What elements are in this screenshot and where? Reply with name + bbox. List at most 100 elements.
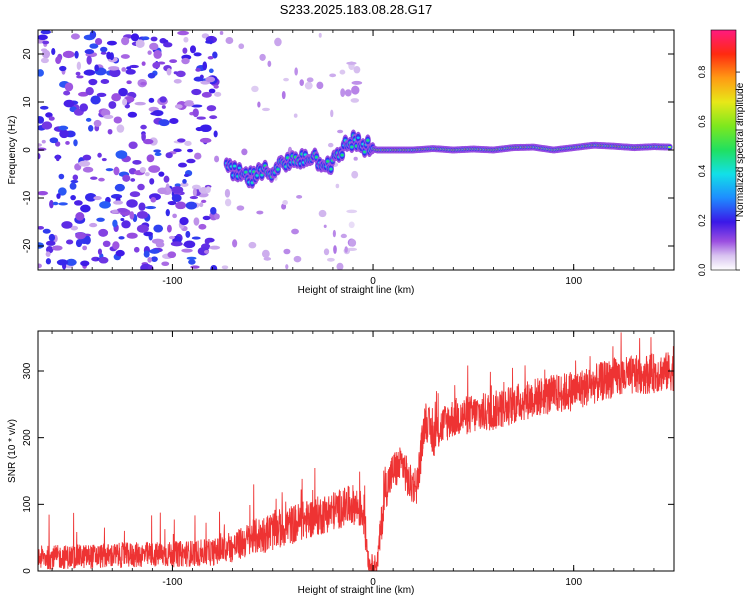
- noise-cell: [340, 88, 346, 98]
- noise-cell: [132, 159, 142, 165]
- noise-cell: [169, 59, 178, 64]
- noise-cell: [100, 51, 107, 55]
- noise-cell: [41, 121, 53, 130]
- noise-cell: [82, 154, 92, 161]
- noise-cell: [40, 30, 51, 35]
- noise-cell: [148, 165, 161, 173]
- noise-cell: [141, 132, 146, 142]
- noise-cell: [147, 256, 152, 263]
- noise-cell: [232, 239, 238, 248]
- noise-cell: [106, 51, 112, 60]
- ridge-core: [366, 139, 370, 142]
- noise-cell: [89, 222, 98, 228]
- noise-cell: [213, 130, 218, 138]
- noise-cell: [167, 200, 177, 206]
- noise-cell: [282, 200, 288, 206]
- noise-cell: [146, 154, 155, 163]
- colorbar: 0.0 0.2 0.4 0.6 0.8 Normalized spectral ampl…: [697, 29, 746, 276]
- ridge-core: [285, 156, 290, 159]
- noise-cell: [97, 152, 102, 158]
- noise-cell: [86, 55, 92, 65]
- noise-cell: [41, 49, 51, 59]
- ridge-core: [326, 160, 330, 163]
- noise-cell: [204, 238, 210, 245]
- noise-cell: [45, 251, 51, 257]
- noise-cell: [96, 217, 105, 222]
- noise-cell: [180, 182, 189, 187]
- noise-cell: [64, 82, 74, 92]
- colorbar-tick-label: 0.2: [697, 214, 707, 227]
- noise-cell: [103, 114, 114, 119]
- noise-cell: [161, 261, 170, 267]
- snr-series-line: [38, 332, 674, 571]
- figure-title: S233.2025.183.08.28.G17: [280, 2, 433, 17]
- noise-cell: [93, 119, 102, 127]
- noise-cell: [114, 183, 125, 192]
- noise-cell: [263, 257, 272, 261]
- noise-cell: [40, 57, 49, 64]
- noise-cell: [52, 201, 59, 206]
- noise-cell: [157, 187, 168, 195]
- noise-cell: [106, 40, 117, 46]
- x-tick-label: -100: [162, 276, 182, 287]
- noise-cell: [79, 103, 89, 112]
- noise-cell: [337, 129, 344, 134]
- noise-cell: [167, 251, 177, 259]
- noise-cell: [181, 57, 190, 65]
- noise-cell: [74, 200, 83, 206]
- noise-cell: [158, 171, 165, 177]
- noise-cell: [120, 217, 125, 222]
- noise-cell: [261, 107, 270, 112]
- noise-cell: [129, 64, 139, 69]
- noise-cell: [206, 105, 217, 112]
- ridge-core: [255, 174, 259, 177]
- noise-cell: [193, 52, 202, 57]
- noise-cell: [205, 186, 211, 193]
- noise-cell: [198, 223, 207, 230]
- snr-plot-frame: [37, 330, 675, 572]
- noise-cell: [100, 46, 108, 53]
- ridge-core: [340, 153, 344, 157]
- noise-cell: [82, 166, 94, 173]
- colorbar-tick-label: 0.8: [697, 66, 707, 79]
- noise-cell: [84, 49, 95, 55]
- noise-cell: [189, 45, 196, 54]
- noise-cell: [159, 96, 167, 103]
- snr-ticks: -100 0 100 0 100 200 300: [22, 331, 675, 588]
- colorbar-ticks: 0.0 0.2 0.4 0.6 0.8: [697, 66, 740, 276]
- x-tick-label: -100: [162, 577, 182, 588]
- ridge-core: [276, 168, 280, 171]
- noise-cell: [163, 175, 170, 183]
- noise-cell: [55, 154, 60, 162]
- noise-cell: [184, 140, 192, 146]
- noise-cell: [84, 235, 91, 245]
- noise-cell: [323, 248, 330, 256]
- noise-cell: [134, 101, 146, 106]
- x-tick-label: 0: [370, 577, 376, 588]
- noise-cell: [75, 71, 81, 76]
- noise-cell: [306, 77, 314, 83]
- noise-cell: [62, 50, 75, 59]
- noise-cell: [138, 202, 146, 211]
- noise-cell: [207, 56, 214, 60]
- noise-cell: [291, 228, 299, 235]
- noise-cell: [113, 200, 124, 205]
- noise-cell: [205, 40, 214, 44]
- noise-cell: [186, 256, 197, 260]
- noise-cell: [139, 166, 146, 173]
- y-tick-label: 300: [22, 362, 33, 379]
- noise-cell: [166, 68, 172, 76]
- noise-cell: [140, 81, 147, 86]
- noise-cell: [93, 196, 102, 201]
- noise-cell: [179, 217, 189, 226]
- noise-cell: [212, 51, 218, 59]
- noise-cell: [153, 50, 162, 59]
- spectrogram-y-axis-label: Frequency (Hz): [7, 116, 18, 185]
- noise-cell: [351, 80, 363, 85]
- noise-cell: [115, 249, 125, 257]
- noise-cell: [191, 88, 202, 96]
- noise-cell: [120, 54, 130, 59]
- noise-cell: [65, 258, 77, 266]
- noise-cell: [38, 263, 42, 269]
- noise-cell: [130, 178, 136, 182]
